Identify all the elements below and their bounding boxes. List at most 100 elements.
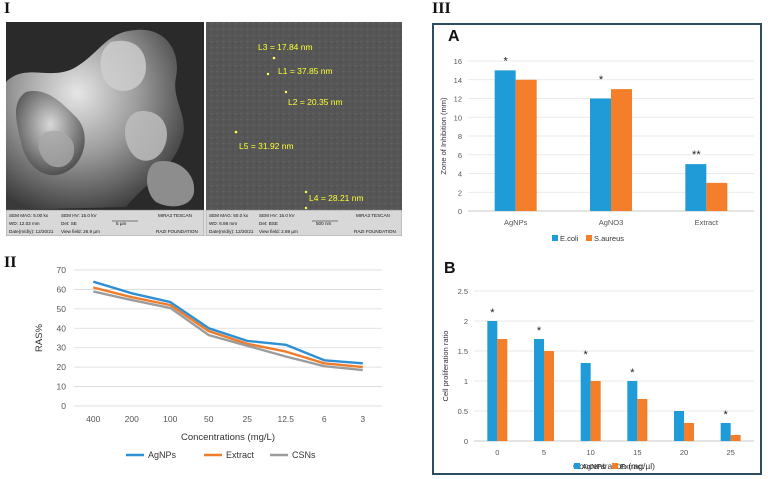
y-tick-label: 70 [57,265,67,275]
bar-ecoli [685,164,707,211]
y-tick-label: 10 [454,113,462,122]
sem-right-footer-org: RAZI FOUNDATION [354,229,396,234]
x-tick-label: 15 [633,448,641,457]
y-tick-label: 8 [458,132,462,141]
series-line-agnps [92,280,363,365]
x-tick-label: 3 [360,414,365,424]
bar-extract [497,339,508,441]
x-tick-label: Extract [695,218,719,227]
sem-image-right [206,22,402,210]
legend-swatch [586,235,592,241]
sem-left-footer-mag: SEM MAG: 5.00 kx [9,213,49,218]
y-tick-label: 6 [458,151,462,160]
panel-letter: B [444,260,456,277]
legend-label: Extract [620,462,644,471]
x-tick-label: 10 [586,448,594,457]
panel-label-ii: II [4,254,17,271]
y-tick-label: 2 [464,317,468,326]
significance-marker: * [599,74,604,86]
bar-chart-zone-of-inhibition: A 0 2 4 6 8 10 12 14 16 * AgNPs * AgNO3 ** Extract Zone … [439,28,754,243]
bar-extract [637,399,648,441]
sem-left-footer-org: RAZI FOUNDATION [156,229,198,234]
sem-image-left [6,22,204,210]
sem-right-footer-det: Det: BSE [259,221,278,226]
sem-left-footer-brand: MIRA3 TESCAN [158,213,192,218]
x-tick-label: 20 [680,448,688,457]
sem-right-footer-mag: SEM MAG: 50.0 kx [209,213,249,218]
line-chart-ras: 0 10 20 30 40 50 60 70 400 200 100 50 25 12.5 6 3 Concen… [34,265,382,460]
y-tick-label: 30 [57,343,67,353]
x-tick-label: 12.5 [277,414,294,424]
significance-marker: ** [692,149,701,161]
panel-label-i: I [4,0,11,17]
x-axis-label: Concentrations (mg/L) [181,432,275,443]
x-tick-label: 200 [125,414,139,424]
bar-saureus [515,79,537,211]
sem-right-footer-brand: MIRA3 TESCAN [356,213,390,218]
x-tick-label: 6 [322,414,327,424]
y-tick-label: 0 [458,207,462,216]
sem-measurement-l5: L5 = 31.92 nm [239,141,294,151]
legend-label: AgNPs [148,450,177,460]
panel-letter: A [448,28,460,45]
y-axis-label: Zone of Inhibition (mm) [439,97,448,175]
significance-marker: * [490,307,495,319]
sem-right-footer-scale: 500 nm [316,221,331,226]
y-tick-label: 50 [57,304,67,314]
y-tick-label: 0.5 [458,407,468,416]
sem-left-footer-date: Date(m/d/y): 12/30/21 [9,229,54,234]
sem-right-footer-date: Date(m/d/y): 12/30/21 [209,229,254,234]
y-axis-label: RAS% [34,323,45,352]
y-tick-label: 1.5 [458,347,468,356]
y-tick-label: 2.5 [458,287,468,296]
panel-label-iii: III [432,0,451,17]
legend-label: E.coli [560,234,579,243]
bar-extract [544,351,554,441]
sem-right-footer-field: View field: 2.69 µm [259,229,298,234]
sem-measurement-l1: L1 = 37.85 nm [278,66,333,76]
y-tick-label: 4 [458,170,462,179]
x-tick-label: 0 [495,448,499,457]
bar-agnps [674,411,684,441]
panel-iii-frame: A 0 2 4 6 8 10 12 14 16 * AgNPs * AgNO3 ** Extract Zone … [432,23,762,475]
x-tick-label: AgNO3 [599,218,624,227]
sem-left-footer-det: Det: SE [61,221,77,226]
bar-saureus [706,182,728,211]
y-tick-label: 20 [57,362,67,372]
y-tick-label: 0 [61,401,66,411]
y-tick-label: 60 [57,284,67,294]
bar-agnps [487,321,498,441]
legend-label: CSNs [292,450,316,460]
bar-ecoli [590,98,611,211]
y-tick-label: 40 [57,323,67,333]
y-tick-label: 14 [454,76,462,85]
bar-saureus [611,89,632,211]
x-tick-label: 100 [163,414,177,424]
x-tick-label: AgNPs [504,218,528,227]
bar-agnps [580,363,591,441]
sem-measurement-l3: L3 = 17.84 nm [258,42,313,52]
sem-left-footer-field: View field: 26.9 µm [61,229,100,234]
significance-marker: * [630,367,635,379]
sem-right-footer-hv: SEM HV: 15.0 kV [259,213,296,218]
y-tick-label: 12 [454,95,462,104]
series-line-extract [93,286,363,369]
sem-right-footer-wd: WD: 6.98 mm [209,221,237,226]
y-tick-label: 16 [454,57,462,66]
x-tick-label: 400 [86,414,100,424]
y-axis-label: Cell proliferation ratio [441,331,450,402]
significance-marker: * [584,349,589,361]
sem-micrographs: L3 = 17.84 nm L1 = 37.85 nm L2 = 20.35 n… [6,22,402,236]
x-tick-label: 25 [243,414,253,424]
y-tick-label: 2 [458,188,462,197]
x-tick-label: 25 [726,448,734,457]
series-line-csns [93,290,363,372]
significance-marker: * [504,55,509,67]
bar-agnps [534,339,544,441]
legend-label: S.aureus [594,234,624,243]
significance-marker: * [724,409,729,421]
bar-extract [590,381,601,441]
y-tick-label: 10 [57,382,67,392]
sem-left-footer-scale: 5 µm [116,221,126,226]
bar-extract [684,423,694,441]
